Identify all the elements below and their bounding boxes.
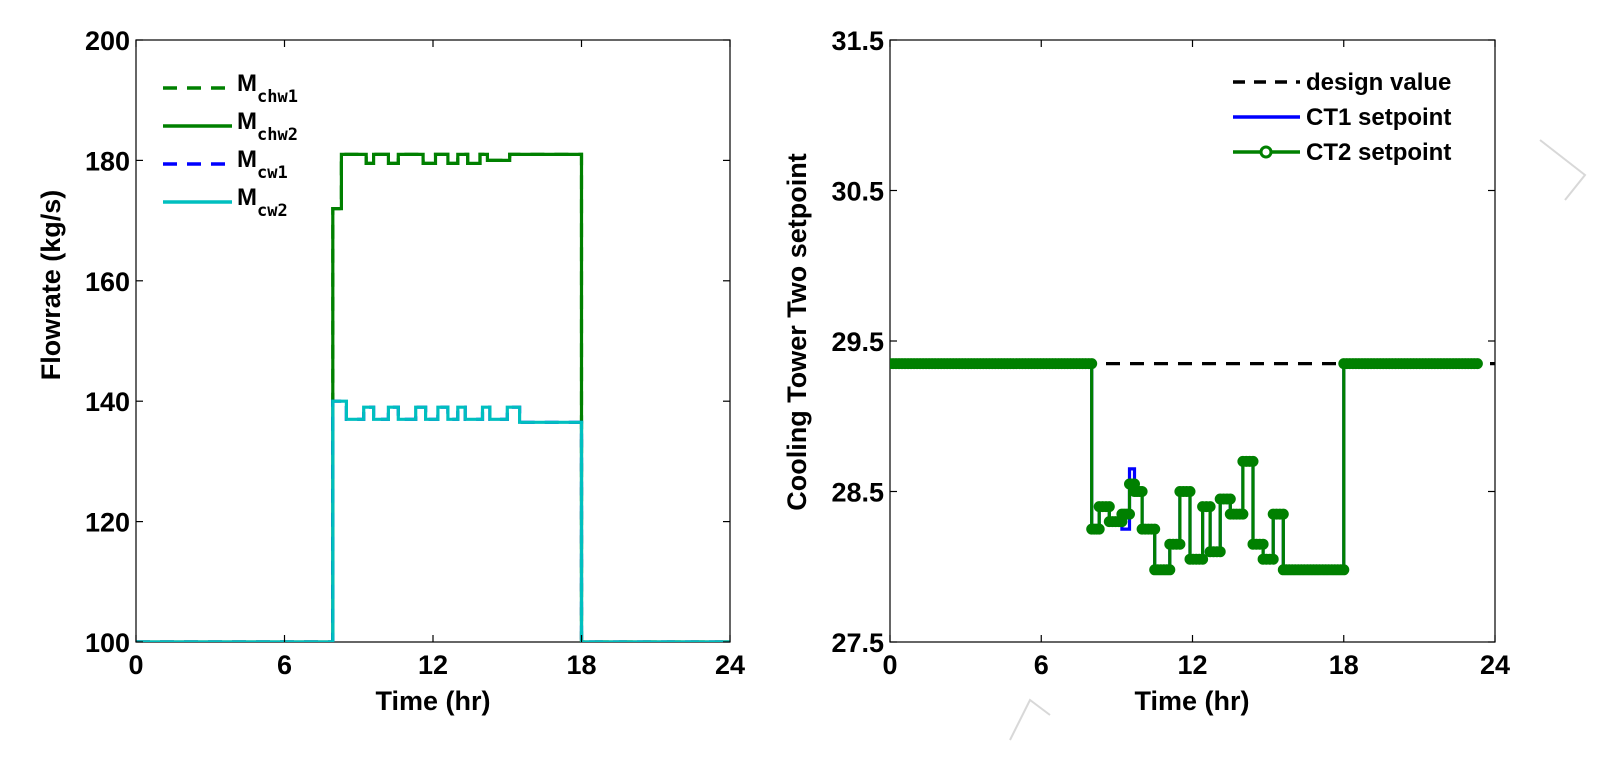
setpoint-ticks-group: 0 6 12 18 24 27.5 28.5 29.5 30.5 31.5: [831, 26, 1510, 680]
flowrate-y-tick-label: 140: [85, 387, 130, 417]
setpoint-series-ct2-setpoint-marker: [1204, 501, 1216, 513]
legend-label-subscript: chw2: [257, 125, 298, 145]
setpoint-series-ct2-setpoint-marker: [1093, 523, 1105, 535]
setpoint-series-ct2-setpoint-marker: [1103, 501, 1115, 513]
legend-label-main: M: [237, 146, 257, 173]
flowrate-series-m-chw1-line: [136, 152, 730, 642]
setpoint-series-ct2-setpoint-marker: [1086, 358, 1098, 370]
setpoint-series-ct2-setpoint-marker: [1124, 508, 1135, 520]
flowrate-series-group: [136, 152, 730, 642]
setpoint-legend-label-design-value: design value: [1306, 69, 1451, 96]
setpoint-legend: design value CT1 setpoint CT2 setpoint: [1233, 69, 1451, 166]
setpoint-series-ct2-setpoint-marker: [1197, 553, 1209, 565]
setpoint-series-ct2-setpoint-marker: [1237, 508, 1249, 520]
setpoint-plot-area: [890, 358, 1495, 576]
flowrate-x-axis-label: Time (hr): [375, 686, 490, 716]
setpoint-x-axis-label: Time (hr): [1134, 686, 1249, 716]
flowrate-y-tick-label: 160: [85, 267, 130, 297]
flowrate-legend-label-m-chw2: Mchw2: [237, 108, 298, 145]
setpoint-series-ct2-setpoint-line: [890, 362, 1478, 572]
setpoint-y-tick-label: 30.5: [831, 177, 884, 207]
flowrate-legend-label-m-cw1: Mcw1: [237, 146, 288, 183]
flowrate-x-tick-label: 24: [715, 650, 745, 680]
legend-label-main: M: [237, 108, 257, 135]
page-corner-marks: [1009, 139, 1587, 741]
flowrate-y-axis-label: Flowrate (kg/s): [36, 190, 66, 381]
flowrate-plot-frame: [135, 39, 731, 643]
flowrate-x-tick-label: 12: [418, 650, 448, 680]
setpoint-series-ct2-setpoint-marker: [1164, 564, 1176, 576]
setpoint-series-ct1-setpoint-line: [890, 362, 1478, 572]
setpoint-series-ct2-setpoint-marker: [1174, 538, 1186, 550]
setpoint-legend-marker-ct2-setpoint: [1259, 145, 1273, 159]
flowrate-x-tick-label: 6: [277, 650, 292, 680]
setpoint-series-ct2-setpoint-marker: [1277, 508, 1289, 520]
setpoint-series-ct2-setpoint-marker: [1267, 553, 1279, 565]
flowrate-chart: 0 6 12 18 24 100 120 140 160 180 200 Time (hr) Flo…: [36, 26, 745, 716]
setpoint-y-tick-label: 29.5: [831, 327, 884, 357]
setpoint-chart: 0 6 12 18 24 27.5 28.5 29.5 30.5 31.5 Time (hr) C…: [782, 26, 1510, 716]
setpoint-series-ct2-setpoint-marker: [1471, 358, 1483, 370]
setpoint-x-tick-label: 12: [1177, 650, 1207, 680]
legend-label-subscript: cw2: [257, 201, 288, 221]
flowrate-y-tick-label: 100: [85, 628, 130, 658]
setpoint-x-tick-label: 18: [1329, 650, 1359, 680]
setpoint-y-tick-label: 31.5: [831, 26, 884, 56]
corner-mark-upper: [1539, 139, 1587, 201]
setpoint-legend-label-ct1-setpoint: CT1 setpoint: [1306, 104, 1451, 131]
setpoint-y-tick-label: 28.5: [831, 478, 884, 508]
flowrate-series-m-cw1-line: [136, 399, 730, 642]
flowrate-series-m-cw2-line: [136, 399, 730, 642]
setpoint-x-tick-label: 0: [882, 650, 897, 680]
setpoint-series-ct2-setpoint-marker: [1338, 564, 1350, 576]
setpoint-series-ct2-setpoint-marker: [1257, 538, 1269, 550]
flowrate-x-tick-label: 18: [566, 650, 596, 680]
setpoint-y-tick-label: 27.5: [831, 628, 884, 658]
flowrate-y-tick-label: 200: [85, 26, 130, 56]
setpoint-series-ct2-setpoint-marker: [1149, 523, 1161, 535]
legend-label-main: M: [237, 184, 257, 211]
setpoint-series-ct2-setpoint-marker: [1224, 493, 1236, 505]
legend-label-subscript: cw1: [257, 163, 288, 183]
setpoint-x-tick-label: 24: [1480, 650, 1510, 680]
setpoint-series-ct2-setpoint-marker: [1247, 455, 1259, 467]
flowrate-plot-area: [136, 152, 730, 642]
flowrate-legend-label-m-cw2: Mcw2: [237, 184, 288, 221]
flowrate-ticks-group: 0 6 12 18 24 100 120 140 160 180 200: [85, 26, 745, 680]
flowrate-y-tick-label: 120: [85, 508, 130, 538]
flowrate-legend-label-m-chw1: Mchw1: [237, 70, 298, 107]
flowrate-x-tick-label: 0: [128, 650, 143, 680]
corner-mark-lower: [1009, 698, 1051, 741]
setpoint-series-ct2-setpoint-marker: [1136, 486, 1148, 497]
flowrate-series-m-chw2-line: [136, 152, 730, 642]
legend-label-main: M: [237, 70, 257, 97]
setpoint-series-group: [890, 358, 1495, 576]
legend-label-subscript: chw1: [257, 87, 298, 107]
setpoint-series-ct2-setpoint-marker: [1184, 486, 1196, 497]
flowrate-y-tick-label: 180: [85, 146, 130, 176]
setpoint-legend-label-ct2-setpoint: CT2 setpoint: [1306, 139, 1451, 166]
setpoint-x-tick-label: 6: [1034, 650, 1049, 680]
setpoint-series-ct2-setpoint-marker: [1214, 546, 1226, 558]
setpoint-y-axis-label: Cooling Tower Two setpoint: [782, 153, 812, 510]
